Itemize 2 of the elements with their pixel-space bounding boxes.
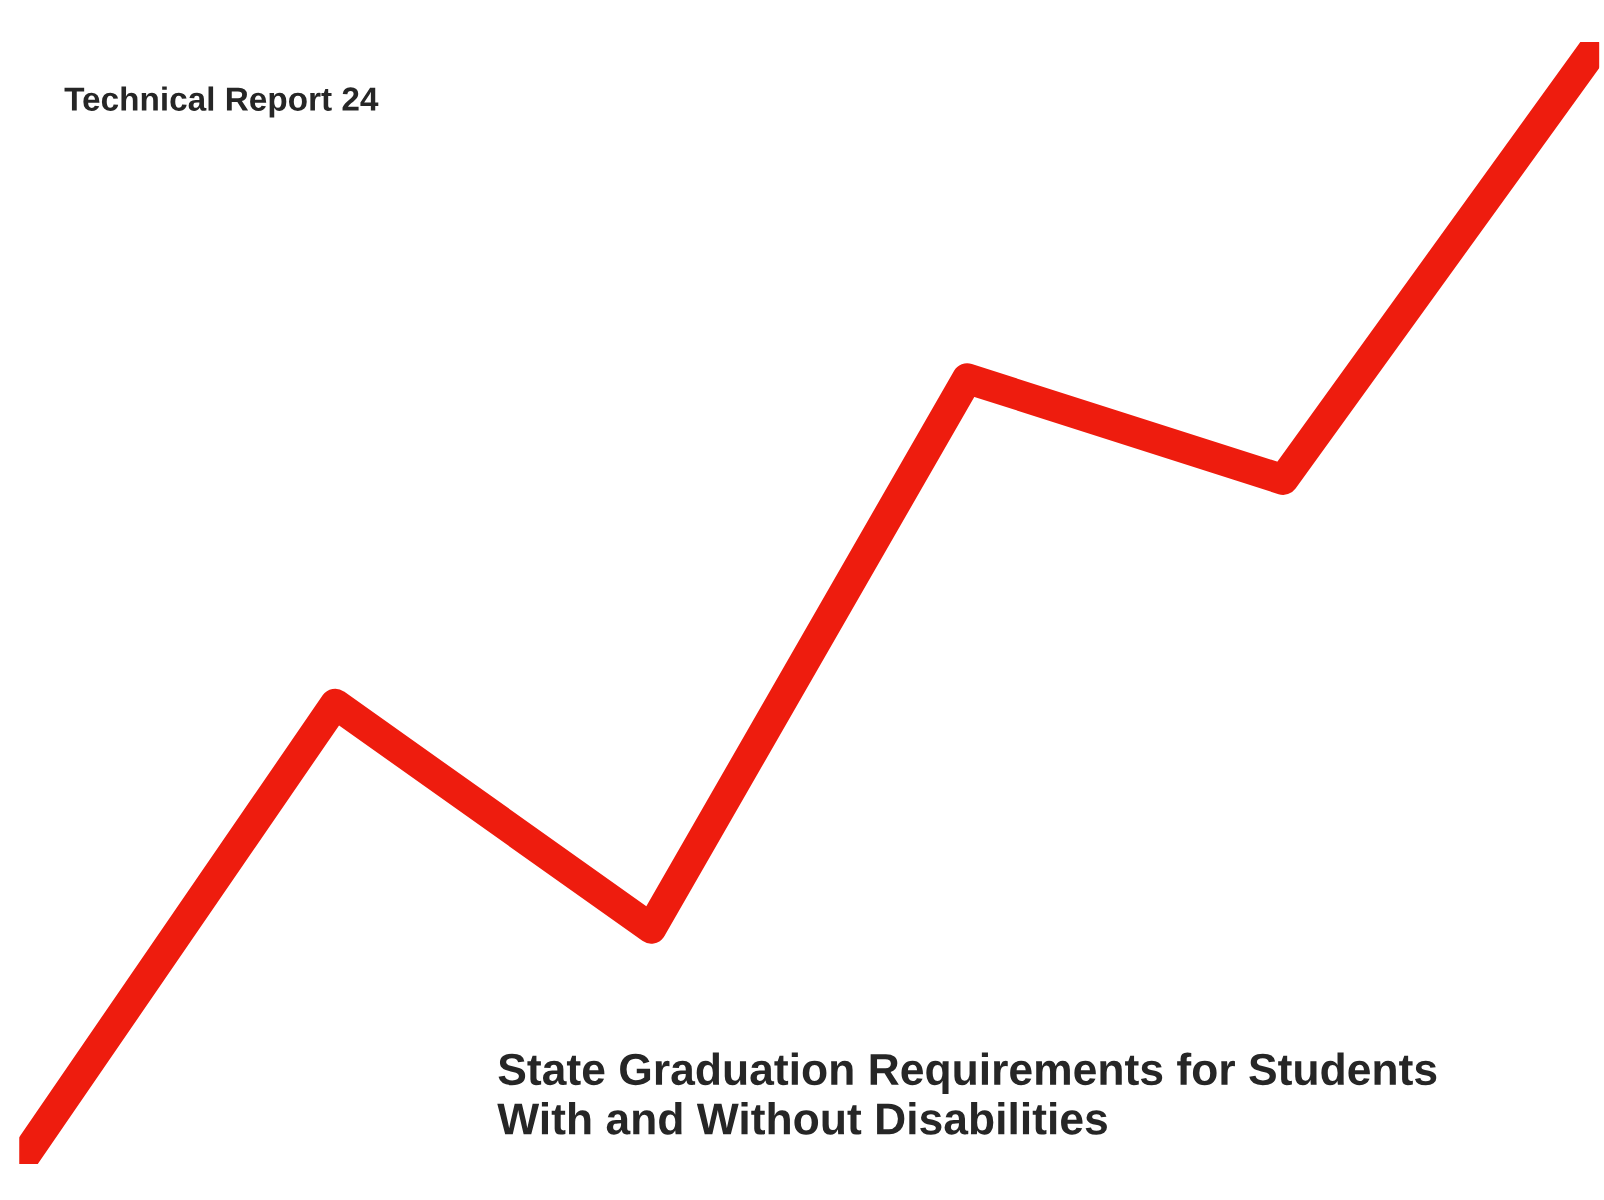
text: Technical Report 24 [64,86,379,118]
text: State Graduation Requirements for Students With and Without Disabilities [497,1052,1437,1135]
